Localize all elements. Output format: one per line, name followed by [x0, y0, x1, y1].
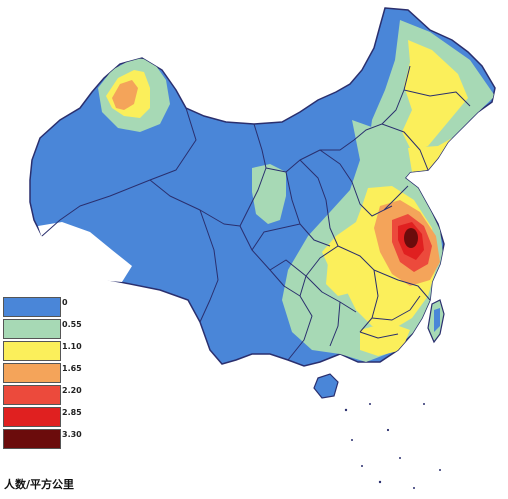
zone-guangdong-yellow [360, 322, 410, 356]
legend-swatch [3, 297, 61, 317]
legend-swatch [3, 385, 61, 405]
legend-label: 2.85 [62, 408, 82, 417]
hainan-island [313, 373, 339, 399]
province-borders [41, 65, 471, 361]
zone-sichuan-yellow [326, 258, 360, 296]
legend-swatch [3, 319, 61, 339]
legend-swatch [3, 407, 61, 427]
legend-label: 3.30 [62, 430, 82, 439]
legend-label: 2.20 [62, 386, 82, 395]
legend-swatch [3, 341, 61, 361]
legend-label: 0.55 [62, 320, 82, 329]
legend-item: 0.55 [0, 318, 120, 340]
zone-tibet-white [38, 222, 132, 282]
legend-swatch [3, 363, 61, 383]
zone-liaoning-yellow [408, 138, 452, 172]
legend-label: 1.65 [62, 364, 82, 373]
zone-gansu-green [252, 164, 286, 224]
zone-xinjiang-orange [112, 80, 138, 110]
legend-label: 1.10 [62, 342, 82, 351]
legend-item: 2.85 [0, 406, 120, 428]
zone-shanghai-darkred [404, 228, 418, 248]
legend-item: 2.20 [0, 384, 120, 406]
legend-unit-label: 人数/平方公里 [4, 478, 75, 491]
zone-northeast-yellow [402, 40, 468, 152]
legend-item: 1.10 [0, 340, 120, 362]
south-china-sea-islands [344, 403, 441, 489]
legend-item: 0 [0, 296, 120, 318]
legend: 0 0.55 1.10 1.65 2.20 2.85 3.30 [0, 296, 120, 450]
legend-swatch [3, 429, 61, 449]
legend-item: 1.65 [0, 362, 120, 384]
legend-item: 3.30 [0, 428, 120, 450]
density-zones [98, 20, 495, 362]
legend-label: 0 [62, 298, 68, 307]
taiwan-interior [434, 308, 440, 332]
